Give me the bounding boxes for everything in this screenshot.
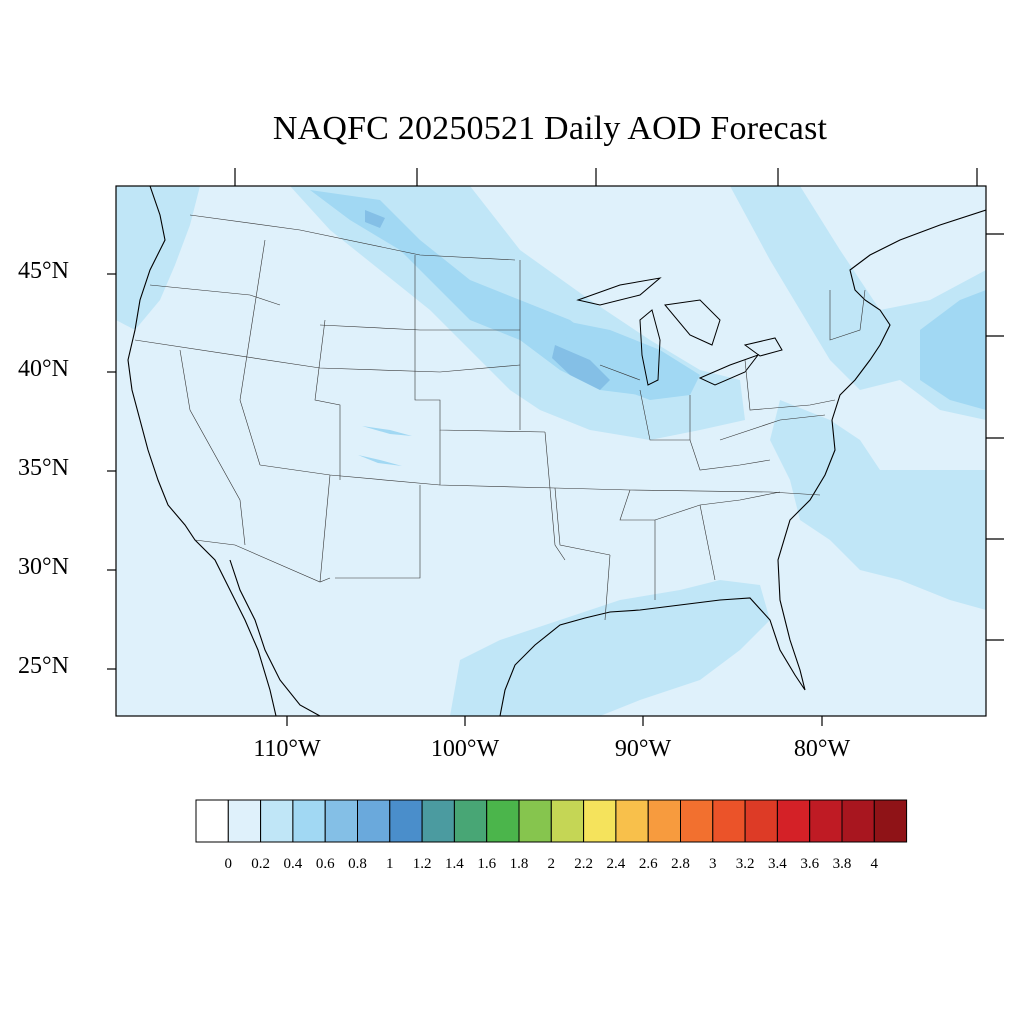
map-title: NAQFC 20250521 Daily AOD Forecast xyxy=(272,110,828,147)
colorbar-label: 1 xyxy=(386,856,394,872)
colorbar-label: 0.6 xyxy=(315,856,335,872)
colorbar-label: 1.4 xyxy=(445,856,464,872)
colorbar-box xyxy=(647,799,682,843)
lat-label: 25°N xyxy=(18,653,69,679)
colorbar-box xyxy=(776,799,811,843)
colorbar-box xyxy=(421,799,455,843)
lat-label: 30°N xyxy=(18,554,69,580)
coastline xyxy=(127,186,986,716)
colorbar-label: 2 xyxy=(547,856,556,872)
aod-region-gulf xyxy=(450,580,770,716)
lat-label: 40°N xyxy=(18,356,69,382)
colorbar-label: 3.8 xyxy=(832,856,852,872)
aod-region-colorado-streak-2 xyxy=(358,455,402,466)
colorbar-label: 4 xyxy=(870,856,879,872)
colorbar-box xyxy=(583,799,617,843)
axis-ticks xyxy=(107,168,1004,726)
colorbar-box xyxy=(292,799,326,843)
lat-label: 45°N xyxy=(18,258,69,284)
lon-label: 90°W xyxy=(614,736,672,762)
colorbar-label: 2.4 xyxy=(606,856,626,872)
colorbar-box xyxy=(324,799,359,843)
colorbar-label: 2.2 xyxy=(574,856,593,872)
colorbar-box xyxy=(873,799,908,843)
colorbar-box xyxy=(712,799,746,843)
colorbar-box xyxy=(841,799,875,843)
aod-region-pacific-nw xyxy=(116,186,200,330)
colorbar-label: 3.4 xyxy=(768,856,787,872)
state-borders xyxy=(134,214,866,621)
colorbar-box xyxy=(357,799,391,843)
colorbar-label: 0.2 xyxy=(251,856,270,872)
aod-region-atlantic-ne xyxy=(920,290,986,410)
colorbar-label: 0 xyxy=(224,856,233,872)
colorbar-box xyxy=(227,799,262,843)
lat-label: 35°N xyxy=(18,455,69,481)
colorbar-box xyxy=(744,799,778,843)
colorbar-box xyxy=(809,799,843,843)
aod-region-colorado-streak-1 xyxy=(362,426,412,436)
colorbar-label: 0.4 xyxy=(283,856,303,872)
lon-label: 80°W xyxy=(793,736,851,762)
aod-region-southeast xyxy=(770,400,986,610)
aod-region-max-1 xyxy=(552,345,610,390)
colorbar-label: 1.2 xyxy=(412,856,432,872)
colorbar-box xyxy=(550,799,585,843)
colorbar-label: 2.8 xyxy=(671,856,690,872)
colorbar-label: 3 xyxy=(709,856,717,872)
colorbar xyxy=(195,799,908,843)
colorbar-box xyxy=(680,799,714,843)
colorbar-label: 1.8 xyxy=(509,856,529,872)
aod-region-great-lakes xyxy=(560,320,700,400)
lon-label: 100°W xyxy=(430,736,500,762)
colorbar-box xyxy=(453,799,488,843)
aod-region-max-2 xyxy=(365,210,385,228)
colorbar-box xyxy=(486,799,520,843)
colorbar-label: 2.6 xyxy=(638,856,658,872)
colorbar-box xyxy=(260,799,294,843)
aod-field xyxy=(116,186,986,716)
colorbar-label: 3.6 xyxy=(800,856,820,872)
lon-label: 110°W xyxy=(253,736,321,762)
great-lakes xyxy=(576,277,783,386)
colorbar-box xyxy=(195,799,229,843)
colorbar-label: 0.8 xyxy=(348,856,367,872)
aod-region-plume-core xyxy=(310,190,650,395)
colorbar-label: 1.6 xyxy=(477,856,497,872)
colorbar-box xyxy=(615,799,649,843)
colorbar-box xyxy=(389,799,423,843)
map-frame xyxy=(115,185,987,717)
colorbar-label: 3.2 xyxy=(735,856,755,872)
colorbar-box xyxy=(518,799,552,843)
